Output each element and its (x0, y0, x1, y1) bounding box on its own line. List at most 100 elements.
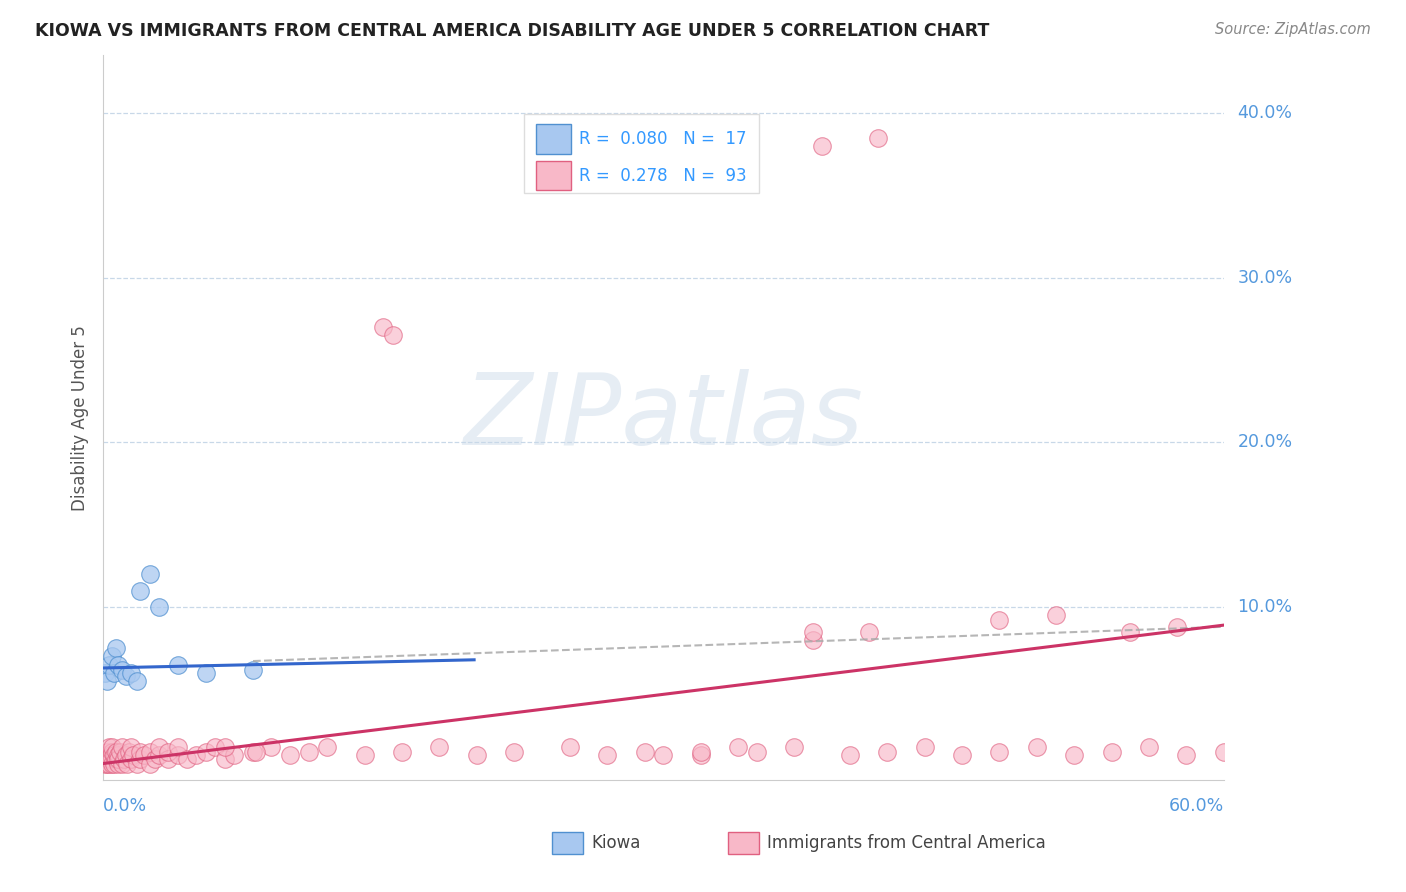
Point (1101, 745, 1123, 759)
Text: ZIPatlas: ZIPatlas (464, 369, 863, 467)
Y-axis label: Disability Age Under 5: Disability Age Under 5 (72, 325, 89, 510)
Point (858, 624, 880, 639)
Point (96, 745, 118, 759)
Point (381, 328, 404, 343)
Text: KIOWA VS IMMIGRANTS FROM CENTRAL AMERICA DISABILITY AGE UNDER 5 CORRELATION CHAR: KIOWA VS IMMIGRANTS FROM CENTRAL AMERICA… (35, 22, 990, 40)
Point (914, 740, 936, 755)
Text: Immigrants from Central America: Immigrants from Central America (768, 834, 1046, 852)
Point (107, 751, 129, 765)
Point (558, 740, 581, 755)
Point (204, 740, 226, 755)
Point (108, 745, 131, 759)
Point (278, 748, 301, 763)
Point (94, 665, 117, 680)
Point (988, 745, 1011, 759)
Point (148, 600, 170, 615)
Point (222, 748, 245, 763)
Point (94, 751, 117, 765)
Point (783, 740, 806, 755)
Point (1212, 745, 1234, 759)
Point (101, 745, 124, 759)
Text: R =  0.080   N =  17: R = 0.080 N = 17 (579, 130, 747, 148)
Point (114, 669, 136, 683)
Point (689, 748, 711, 763)
Point (689, 745, 711, 759)
Point (950, 748, 973, 763)
Text: 60.0%: 60.0% (1168, 797, 1223, 814)
Point (727, 740, 749, 755)
Point (1063, 748, 1085, 763)
Point (139, 745, 162, 759)
Point (166, 657, 188, 672)
Point (801, 632, 824, 647)
Text: 10.0%: 10.0% (1237, 598, 1292, 616)
Point (194, 745, 217, 759)
Point (96, 756, 118, 771)
Point (166, 740, 188, 755)
Point (129, 745, 152, 759)
Point (391, 745, 413, 759)
Point (107, 756, 129, 771)
Point (97, 756, 120, 771)
Text: 30.0%: 30.0% (1237, 268, 1292, 286)
Point (1137, 740, 1160, 755)
Point (214, 751, 236, 765)
Point (148, 740, 170, 755)
Point (652, 748, 675, 763)
Point (125, 674, 148, 689)
Point (148, 748, 170, 763)
Point (103, 748, 125, 763)
Point (260, 740, 283, 755)
Point (100, 748, 122, 763)
Point (120, 740, 142, 755)
Point (1025, 740, 1047, 755)
Point (103, 665, 125, 680)
Text: R =  0.278   N =  93: R = 0.278 N = 93 (579, 167, 747, 185)
Point (194, 665, 217, 680)
Point (503, 745, 526, 759)
Point (105, 641, 128, 656)
Point (97, 657, 120, 672)
Point (876, 745, 898, 759)
Point (94, 756, 117, 771)
Point (120, 751, 142, 765)
Point (105, 751, 128, 765)
Point (316, 740, 339, 755)
Point (214, 740, 236, 755)
Point (245, 745, 267, 759)
Text: 40.0%: 40.0% (1237, 103, 1292, 122)
Point (139, 567, 162, 582)
Point (122, 748, 145, 763)
Point (101, 740, 124, 755)
Point (988, 613, 1011, 627)
Point (139, 756, 162, 771)
Point (297, 745, 319, 759)
Point (1119, 624, 1142, 639)
Point (97, 751, 120, 765)
Point (1166, 620, 1188, 634)
Point (129, 583, 152, 598)
Text: 20.0%: 20.0% (1237, 434, 1292, 451)
Point (373, 320, 395, 334)
Point (125, 756, 148, 771)
Point (176, 751, 198, 765)
Point (111, 740, 134, 755)
Point (105, 745, 128, 759)
Point (868, 130, 890, 145)
Point (97, 740, 120, 755)
Point (120, 665, 142, 680)
Point (117, 756, 139, 771)
Text: Kiowa: Kiowa (591, 834, 641, 852)
Point (134, 748, 156, 763)
Point (111, 663, 134, 677)
Point (107, 657, 129, 672)
Point (107, 748, 129, 763)
Point (100, 751, 122, 765)
Point (96, 748, 118, 763)
Point (103, 756, 125, 771)
Point (839, 748, 862, 763)
Point (745, 745, 768, 759)
Point (118, 745, 141, 759)
Point (157, 745, 180, 759)
Point (186, 748, 208, 763)
